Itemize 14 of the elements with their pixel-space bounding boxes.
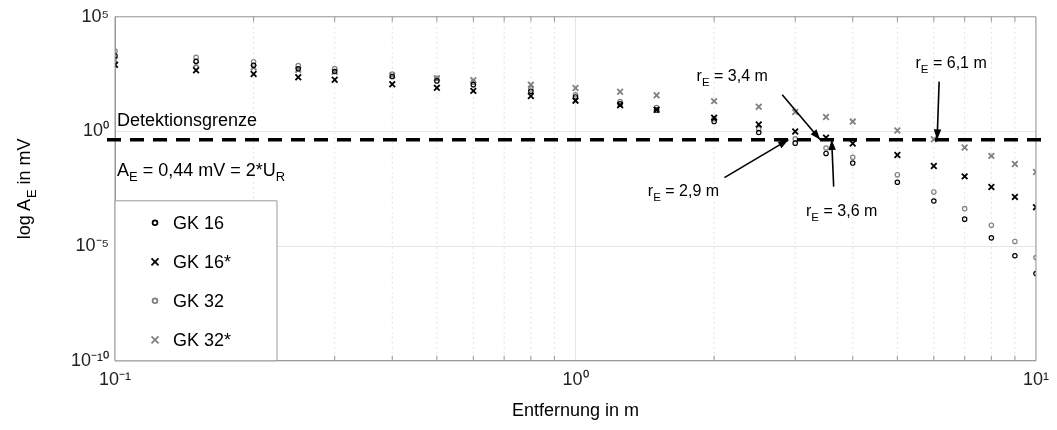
x-tick-label: 10⁰ bbox=[562, 368, 589, 389]
ref-line-label: Detektionsgrenze bbox=[117, 109, 258, 130]
legend-label: GK 32* bbox=[173, 329, 232, 350]
y-tick-label: 10⁻⁵ bbox=[75, 235, 109, 256]
y-tick-label: 10⁵ bbox=[81, 5, 109, 26]
y-tick-label: 10⁻¹⁰ bbox=[70, 349, 109, 370]
x-tick-label: 10¹ bbox=[1022, 368, 1050, 389]
y-axis-title: log AE in mV bbox=[14, 138, 39, 240]
legend-label: GK 32 bbox=[173, 290, 225, 311]
legend-label: GK 16* bbox=[173, 251, 232, 272]
x-axis-title: Entfernung in m bbox=[511, 400, 640, 421]
y-tick-label: 10⁰ bbox=[82, 120, 109, 141]
legend-label: GK 16 bbox=[173, 212, 225, 233]
x-tick-label: 10⁻¹ bbox=[98, 368, 132, 389]
